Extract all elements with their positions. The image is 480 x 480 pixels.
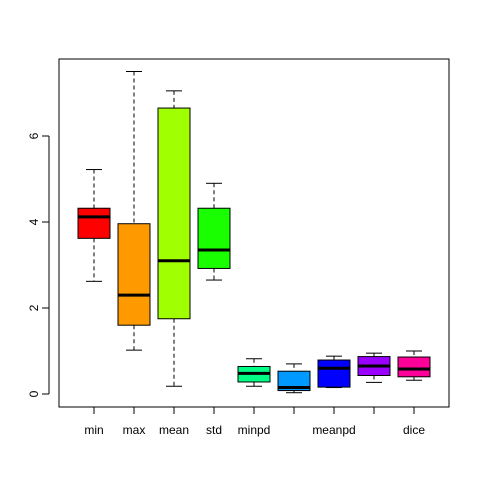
y-tick-label: 6 — [27, 132, 41, 139]
box-body — [157, 107, 191, 320]
y-tick-label: 4 — [27, 218, 41, 225]
x-tick-label: minpd — [238, 423, 271, 437]
x-tick-label: std — [206, 423, 222, 437]
x-tick-label: mean — [159, 423, 189, 437]
box-unlabeled-8 — [357, 352, 391, 383]
box-body — [77, 207, 111, 239]
x-tick-label: max — [123, 423, 146, 437]
x-tick-label: meanpd — [312, 423, 355, 437]
box-unlabeled-6 — [277, 363, 311, 394]
x-tick-label: min — [84, 423, 103, 437]
box-body — [117, 223, 151, 326]
box-min — [77, 169, 111, 282]
box-dice — [397, 350, 431, 381]
y-tick-label: 2 — [27, 304, 41, 311]
box-group — [77, 71, 431, 394]
box-max — [117, 71, 151, 351]
box-std — [197, 182, 231, 281]
x-tick-label: dice — [403, 423, 425, 437]
box-minpd — [237, 358, 271, 387]
y-axis: 0 2 4 6 — [27, 132, 50, 397]
box-body — [277, 370, 311, 392]
x-axis-labels: min max mean std minpd meanpd dice — [84, 407, 425, 437]
box-mean — [157, 90, 191, 387]
y-tick-label: 0 — [27, 390, 41, 397]
box-body — [397, 356, 431, 378]
box-body — [317, 359, 351, 388]
box-body — [197, 207, 231, 269]
box-meanpd — [317, 355, 351, 389]
